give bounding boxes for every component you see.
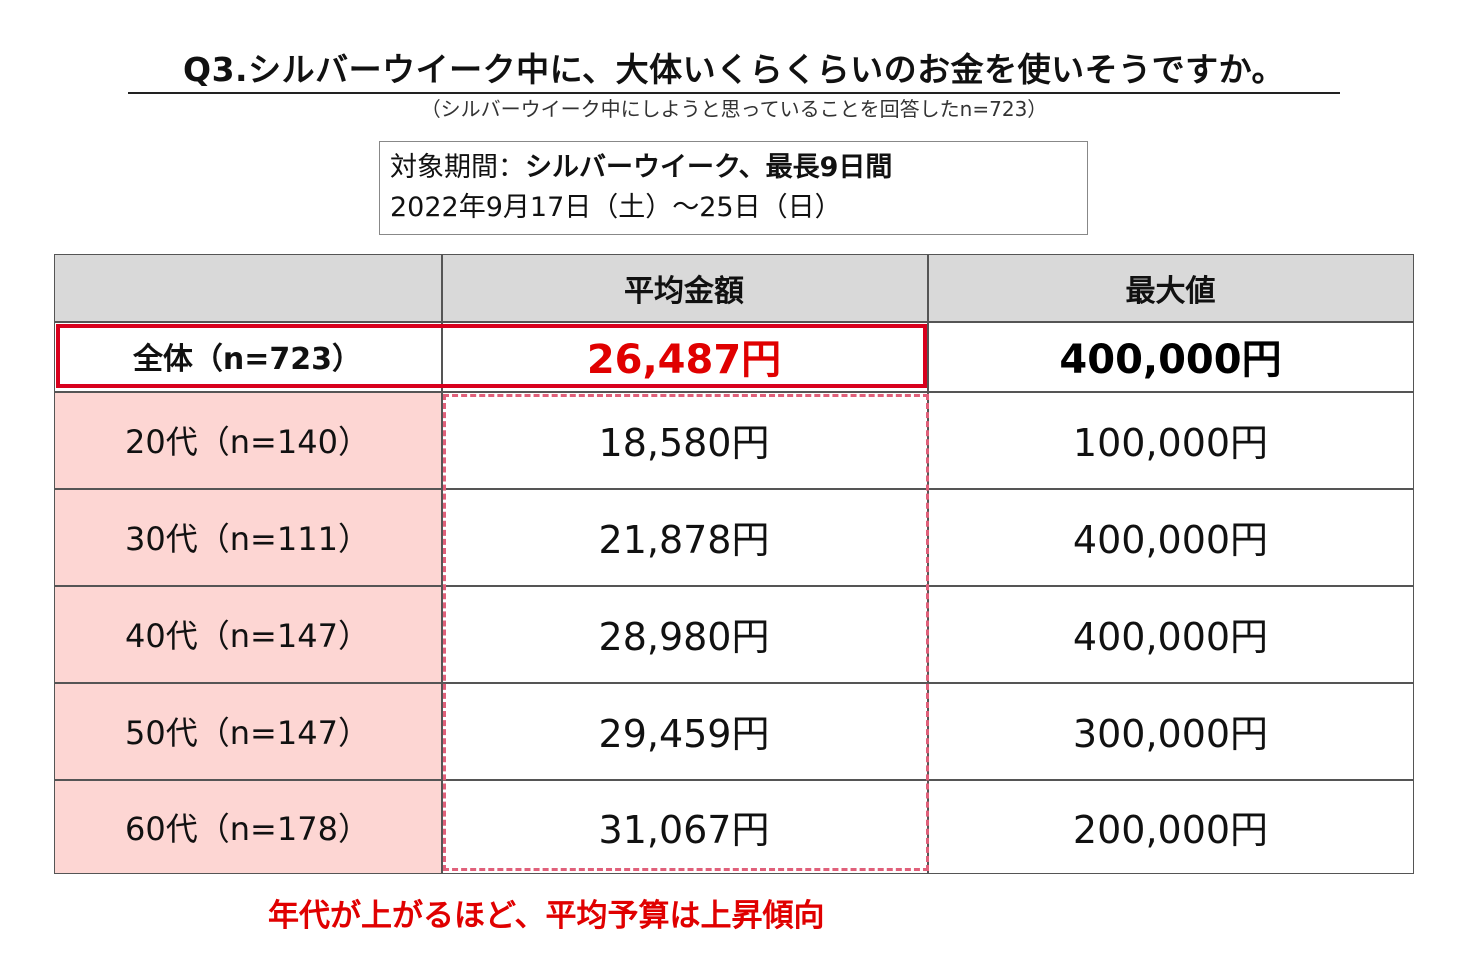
max-value-cell: 400,000円 xyxy=(1059,337,1282,383)
column-header xyxy=(54,254,441,321)
average-amount-cell: 29,459円 xyxy=(441,682,927,779)
period-dates: 2022年9月17日（土）～25日（日） xyxy=(390,192,842,223)
trend-note: 年代が上がるほど、平均予算は上昇傾向 xyxy=(268,898,825,934)
average-amount-cell: 28,980円 xyxy=(441,585,927,682)
row-label: 50代（n=147） xyxy=(54,682,441,779)
chart-title: Q3.シルバーウイーク中に、大体いくらくらいのお金を使いそうですか。 xyxy=(183,50,1285,89)
total-row-highlight xyxy=(56,324,927,388)
max-value-cell: 200,000円 xyxy=(927,779,1414,874)
table-border xyxy=(54,254,1414,874)
row-divider xyxy=(54,779,1414,781)
average-amount-cell: 26,487円 xyxy=(586,337,782,383)
title-underline xyxy=(128,92,1340,94)
period-line: 対象期間：シルバーウイーク、最長9日間 xyxy=(390,148,1077,188)
row-label: 30代（n=111） xyxy=(54,488,441,585)
row-divider xyxy=(54,391,1414,393)
max-value-cell: 400,000円 xyxy=(927,488,1414,585)
column-divider xyxy=(441,254,443,874)
row-label: 全体（n=723） xyxy=(54,321,441,391)
max-value-cell: 300,000円 xyxy=(927,682,1414,779)
chart-subtitle: （シルバーウイーク中にしようと思っていることを回答したn=723） xyxy=(420,97,1048,121)
max-value-cell: 100,000円 xyxy=(927,391,1414,488)
column-header: 最大値 xyxy=(927,254,1414,321)
average-amount-cell: 21,878円 xyxy=(441,488,927,585)
average-amount-cell: 18,580円 xyxy=(441,391,927,488)
row-divider xyxy=(54,682,1414,684)
row-divider xyxy=(54,321,1414,323)
column-header: 平均金額 xyxy=(441,254,927,321)
row-divider xyxy=(54,585,1414,587)
period-name: シルバーウイーク、最長9日間 xyxy=(525,152,893,183)
spending-table: 平均金額 最大値全体（n=723） 26,487円 400,000円 20代（n=140… xyxy=(54,254,1414,874)
average-amount-cell: 31,067円 xyxy=(441,779,927,874)
period-label: 対象期間： xyxy=(390,152,525,183)
row-divider xyxy=(54,488,1414,490)
row-label: 40代（n=147） xyxy=(54,585,441,682)
row-label: 20代（n=140） xyxy=(54,391,441,488)
average-column-highlight xyxy=(443,394,929,871)
max-value-cell: 400,000円 xyxy=(927,585,1414,682)
period-box: 対象期間：シルバーウイーク、最長9日間 2022年9月17日（土）～25日（日） xyxy=(379,141,1088,235)
row-label: 60代（n=178） xyxy=(54,779,441,874)
